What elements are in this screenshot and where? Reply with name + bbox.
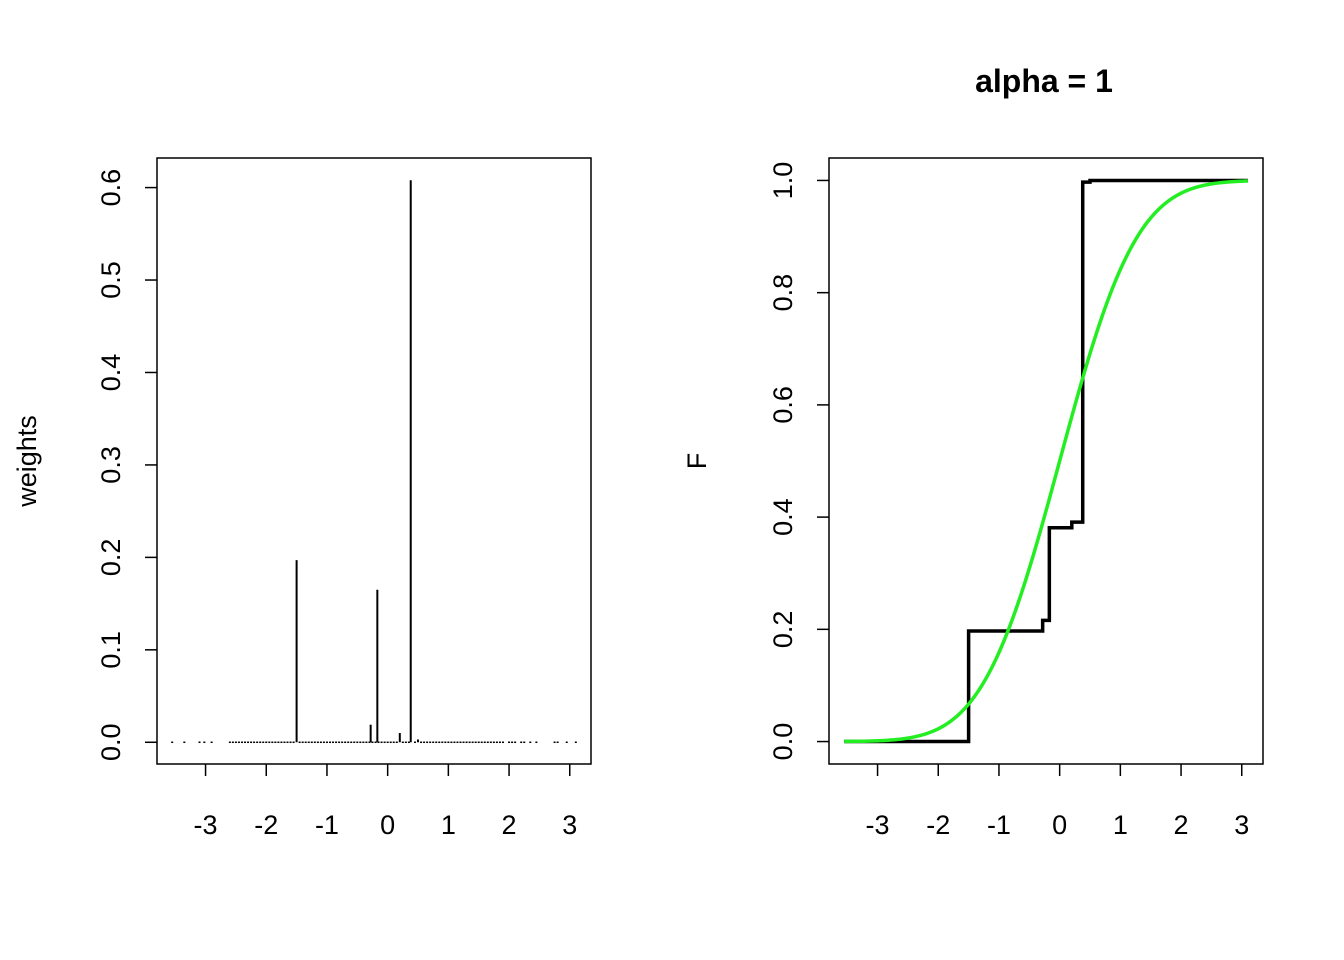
y-tick-label: 0.2 xyxy=(768,611,798,649)
y-tick-label: 0.0 xyxy=(96,724,126,762)
x-tick-label: 0 xyxy=(1052,810,1067,840)
x-tick-label: -3 xyxy=(194,810,218,840)
x-tick-label: -2 xyxy=(926,810,950,840)
x-tick-label: 0 xyxy=(380,810,395,840)
x-tick-label: 3 xyxy=(1234,810,1249,840)
y-tick-label: 0.1 xyxy=(96,631,126,669)
x-tick-label: 2 xyxy=(1174,810,1189,840)
y-tick-label: 0.4 xyxy=(96,354,126,392)
x-tick-label: -3 xyxy=(866,810,890,840)
x-tick-label: 3 xyxy=(562,810,577,840)
cdf-panel: alpha = 1 -3 -2 -1 0 1 2 3 0.00.20.40.60.81.0 … xyxy=(682,63,1263,840)
cdf-lines xyxy=(844,180,1248,741)
weights-panel: -3 -2 -1 0 1 2 3 0.0 0.1 0.2 0.3 0.4 0.5 0.6 weights xyxy=(12,158,591,840)
y-tick-label: 0.5 xyxy=(96,261,126,299)
y-axis-title: weights xyxy=(12,415,42,508)
x-tick-label: 1 xyxy=(441,810,456,840)
plot-box xyxy=(829,158,1263,764)
x-tick-label: 2 xyxy=(502,810,517,840)
y-tick-label: 0.8 xyxy=(768,274,798,312)
y-axis: 0.0 0.2 0.4 0.6 0.8 1.0 xyxy=(768,162,829,761)
y-tick-label: 0.2 xyxy=(96,539,126,577)
y-tick-label: 0.3 xyxy=(96,446,126,484)
chart-title: alpha = 1 xyxy=(975,63,1113,99)
x-axis: -3 -2 -1 0 1 2 3 xyxy=(866,764,1250,840)
y-tick-label: 1.0 xyxy=(768,162,798,200)
y-axis-title: F xyxy=(682,453,712,470)
y-axis: 0.0 0.1 0.2 0.3 0.4 0.5 0.6 xyxy=(96,169,157,761)
normal-cdf-line xyxy=(844,181,1248,741)
x-tick-label: -2 xyxy=(254,810,278,840)
empirical-cdf-line xyxy=(844,180,1248,741)
weight-spikes xyxy=(297,180,418,742)
x-tick-label: -1 xyxy=(987,810,1011,840)
x-tick-label: 1 xyxy=(1113,810,1128,840)
y-tick-label: 0.6 xyxy=(768,386,798,424)
x-tick-label: -1 xyxy=(315,810,339,840)
y-tick-label: 0.6 xyxy=(96,169,126,207)
y-tick-label: 0.4 xyxy=(768,498,798,536)
y-tick-label: 0.0 xyxy=(768,723,798,761)
x-axis: -3 -2 -1 0 1 2 3 xyxy=(194,764,578,840)
plot-box xyxy=(157,158,591,764)
